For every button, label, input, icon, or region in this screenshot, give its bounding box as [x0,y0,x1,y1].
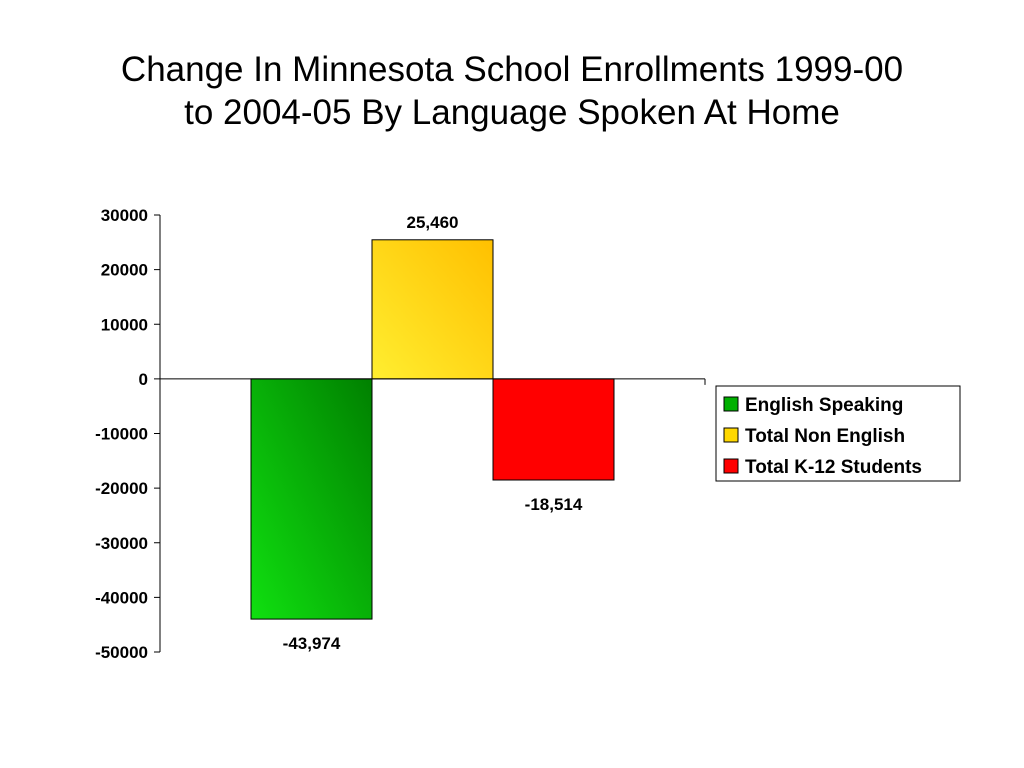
bar-total-k-12-students [492,378,615,481]
y-tick-label: -40000 [95,588,148,607]
legend-box [715,385,961,482]
y-tick-label: -20000 [95,479,148,498]
bar-english-speaking [250,378,373,620]
chart-title-line-2: to 2004-05 By Language Spoken At Home [184,93,840,132]
legend-label-total-k-12-students: Total K-12 Students [745,457,922,478]
y-tick-label: -50000 [95,643,148,662]
y-tick-label: 0 [139,370,148,389]
zero-axis-group [160,378,706,385]
bar-total-non-english [371,239,494,380]
legend-label-english-speaking: English Speaking [745,395,903,416]
legend-label-total-non-english: Total Non English [745,426,905,447]
chart-title-line-1: Change In Minnesota School Enrollments 1… [120,50,904,89]
y-axis: 30000 20000 10000 0 -10000 -20000 -30000 -40000… [95,206,161,662]
legend: English Speaking Total Non English Total K… [715,385,961,482]
legend-swatch-total-k-12-students [723,458,739,474]
data-label-total-k-12-students: -18,514 [525,495,583,514]
chart-title: Change In Minnesota School Enrollments 1… [0,48,1024,134]
legend-swatch-english-speaking [723,396,739,412]
legend-swatch-total-non-english [723,427,739,443]
y-tick-label: -30000 [95,534,148,553]
y-tick-label: 20000 [101,261,148,280]
y-tick-label: -10000 [95,425,148,444]
data-label-total-non-english: 25,460 [407,213,459,232]
data-labels-group: -43,974 25,460 -18,514 [283,213,583,653]
y-tick-label: 30000 [101,206,148,225]
y-tick-label: 10000 [101,315,148,334]
bars-group [250,239,615,620]
data-label-english-speaking: -43,974 [283,634,341,653]
